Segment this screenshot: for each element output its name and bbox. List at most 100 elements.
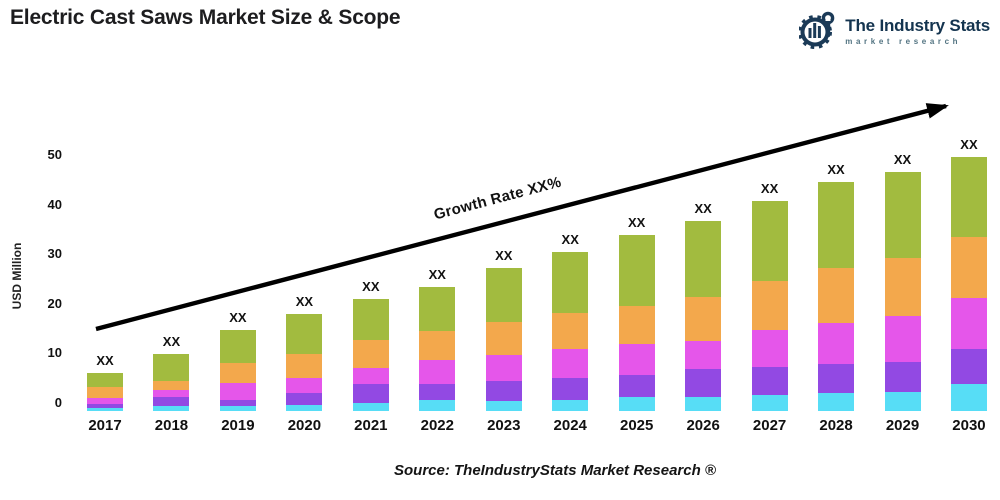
bar-segment-purple-2021	[352, 383, 389, 403]
bar-segment-purple-2019	[219, 399, 256, 406]
y-axis-tick-label: 30	[47, 246, 62, 262]
bar-segment-cyan-2017	[87, 408, 123, 411]
bar-value-label-2025: XX	[628, 214, 646, 230]
bar-segment-cyan-2021	[352, 402, 389, 411]
bar-segment-green-2021	[352, 298, 389, 341]
bar-segment-orange-2017	[87, 386, 123, 398]
bar-segment-cyan-2022	[419, 400, 456, 411]
brand-name: The Industry Stats	[845, 16, 990, 35]
y-axis-tick-label: 10	[47, 345, 62, 361]
x-axis-label-2029: 2029	[885, 417, 920, 434]
bar-segment-green-2020	[286, 313, 323, 354]
x-axis-label-2028: 2028	[819, 417, 853, 434]
bar-segment-magenta-2018	[153, 389, 190, 397]
y-axis-tick-label: 50	[47, 147, 62, 162]
gear-wrench-chart-icon	[798, 9, 839, 54]
bar-segment-magenta-2028	[818, 323, 855, 365]
bar-segment-green-2018	[153, 353, 190, 381]
bar-segment-purple-2025	[618, 375, 655, 398]
x-axis-label-2023: 2023	[487, 417, 521, 434]
bar-segment-purple-2026	[685, 369, 722, 398]
bar-segment-purple-2024	[552, 378, 589, 401]
bar-value-label-2030: XX	[960, 137, 978, 153]
bar-segment-purple-2028	[818, 364, 855, 394]
bar-segment-cyan-2030	[950, 384, 987, 411]
x-axis-label-2021: 2021	[354, 417, 388, 434]
y-axis-title: USD Million	[10, 242, 24, 310]
bar-segment-purple-2029	[884, 362, 921, 393]
source-attribution: Source: TheIndustryStats Market Research…	[394, 462, 716, 479]
growth-rate-annotation: Growth Rate XX%	[432, 173, 564, 224]
bar-value-label-2022: XX	[428, 266, 446, 282]
bar-segment-green-2029	[884, 172, 921, 259]
bar-segment-cyan-2028	[818, 393, 855, 411]
bar-segment-purple-2030	[950, 349, 987, 385]
bar-segment-purple-2020	[286, 392, 323, 405]
bar-segment-orange-2024	[552, 313, 589, 350]
bar-segment-orange-2018	[153, 380, 190, 390]
bar-segment-orange-2023	[485, 322, 522, 356]
bar-segment-green-2028	[818, 182, 855, 269]
bar-segment-magenta-2023	[485, 355, 522, 382]
bar-segment-purple-2018	[153, 396, 190, 406]
bar-value-label-2028: XX	[827, 162, 845, 178]
bar-segment-magenta-2027	[751, 330, 788, 368]
bar-segment-cyan-2025	[618, 397, 655, 411]
bar-segment-purple-2023	[485, 381, 522, 402]
x-axis-label-2018: 2018	[154, 417, 189, 434]
bar-segment-magenta-2019	[219, 382, 256, 400]
bar-segment-cyan-2027	[751, 395, 788, 411]
bar-segment-cyan-2023	[485, 401, 522, 411]
bar-value-label-2021: XX	[362, 278, 380, 294]
bar-segment-magenta-2029	[884, 316, 921, 363]
bar-segment-orange-2027	[751, 281, 788, 331]
bar-value-label-2027: XX	[760, 181, 779, 197]
bar-segment-green-2025	[618, 234, 655, 306]
bar-segment-magenta-2024	[552, 349, 589, 379]
y-axis-tick-label: 0	[54, 395, 62, 410]
bar-value-label-2024: XX	[561, 232, 579, 248]
bar-segment-cyan-2019	[219, 405, 256, 411]
bar-segment-purple-2022	[419, 384, 456, 401]
bar-segment-green-2024	[552, 252, 589, 314]
bar-segment-green-2022	[419, 286, 456, 331]
bar-segment-orange-2029	[884, 258, 921, 317]
bar-segment-orange-2030	[950, 236, 987, 298]
bar-segment-magenta-2030	[950, 297, 987, 349]
brand-tagline: market research	[845, 37, 962, 46]
bar-segment-orange-2028	[818, 268, 855, 324]
bar-segment-magenta-2026	[685, 340, 722, 370]
x-axis-label-2025: 2025	[619, 417, 654, 434]
bar-segment-green-2027	[751, 201, 788, 282]
bar-segment-green-2023	[485, 268, 522, 323]
bar-segment-cyan-2026	[685, 397, 722, 411]
brand-logo: The Industry Stats market research	[798, 9, 990, 54]
bar-segment-magenta-2022	[419, 360, 456, 385]
bar-segment-magenta-2020	[286, 377, 323, 393]
bar-segment-purple-2017	[87, 403, 123, 408]
bar-segment-green-2017	[87, 372, 123, 387]
bar-segment-orange-2025	[618, 305, 655, 345]
bar-segment-green-2019	[219, 329, 256, 363]
bar-segment-orange-2020	[286, 353, 323, 378]
bar-segment-orange-2026	[685, 297, 722, 341]
bar-segment-cyan-2018	[153, 405, 190, 411]
bar-segment-magenta-2021	[352, 367, 389, 384]
y-axis-tick-label: 40	[47, 196, 62, 212]
bar-value-label-2020: XX	[295, 293, 314, 309]
bar-value-label-2029: XX	[893, 152, 912, 168]
x-axis-label-2017: 2017	[88, 417, 122, 434]
bar-segment-purple-2027	[751, 367, 788, 396]
x-axis-label-2024: 2024	[553, 417, 587, 434]
bar-segment-cyan-2029	[884, 392, 921, 411]
bar-segment-orange-2019	[219, 362, 256, 383]
bar-value-label-2018: XX	[162, 333, 181, 349]
x-axis-label-2027: 2027	[752, 417, 787, 434]
bar-value-label-2023: XX	[495, 248, 513, 264]
bar-value-label-2017: XX	[96, 352, 114, 368]
bar-segment-magenta-2017	[87, 397, 123, 404]
y-axis-tick-label: 20	[47, 295, 62, 311]
bar-segment-green-2026	[685, 220, 722, 298]
